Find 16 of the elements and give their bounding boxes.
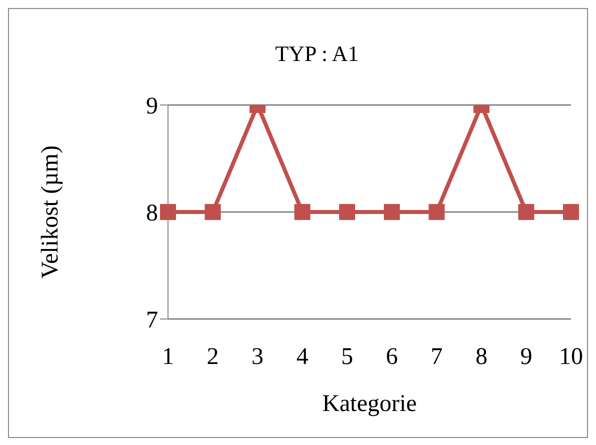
x-tick-label: 4 [296,344,308,370]
y-tick-label: 7 [146,308,158,334]
x-tick-label: 7 [430,344,443,370]
y-tick-label: 8 [146,200,158,227]
x-tick-label: 9 [520,344,532,370]
x-tick-label: 3 [252,344,264,370]
x-tick-label: 1 [162,344,174,370]
x-tick-label: 5 [341,344,354,370]
y-axis-title: Velikost (µm) [38,145,64,279]
chart-title: TYP : A1 [275,41,359,66]
x-tick-label: 10 [559,344,583,370]
x-tick-label: 8 [475,344,488,370]
y-tick-label: 9 [146,94,158,120]
x-tick-label: 6 [386,344,398,370]
x-axis-title: Kategorie [322,391,417,417]
x-tick-label: 2 [206,344,219,370]
